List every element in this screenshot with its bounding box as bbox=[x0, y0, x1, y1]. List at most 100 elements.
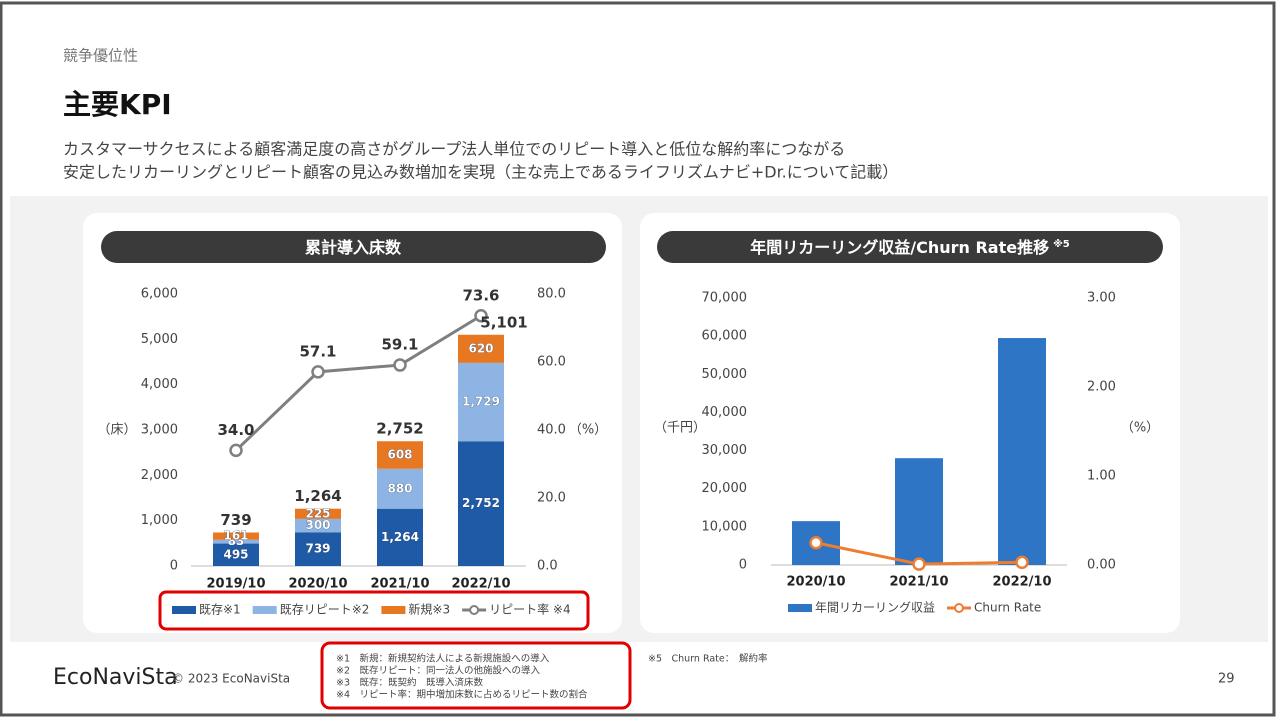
y2-tick-label: 80.0 bbox=[537, 287, 566, 302]
highlight-box bbox=[320, 641, 632, 710]
y-tick-label: 4,000 bbox=[141, 377, 178, 392]
bar-segment bbox=[213, 532, 259, 540]
line-marker bbox=[809, 536, 823, 550]
bar-segment bbox=[377, 508, 423, 566]
line-marker bbox=[311, 365, 325, 379]
copyright: © 2023 EcoNaviSta bbox=[172, 672, 290, 686]
footnote: ※2 既存リピート：同一法人の他施設への導入 bbox=[336, 665, 541, 677]
subtitle: カスタマーサクセスによる顧客満足度の高さがグループ法人単位でのリピート導入と低位… bbox=[63, 140, 845, 159]
line-label: 34.0 bbox=[217, 421, 254, 439]
chart-title: 年間リカーリング収益/Churn Rate推移 ※5 bbox=[750, 238, 1070, 257]
footnote: ※3 既存：既契約 既導入済床数 bbox=[336, 677, 484, 689]
line-marker bbox=[1015, 555, 1029, 570]
page-number: 29 bbox=[1218, 672, 1235, 687]
y2-tick-label: 20.0 bbox=[537, 491, 566, 506]
bar-label: 880 bbox=[387, 481, 412, 495]
section-label: 競争優位性 bbox=[63, 47, 138, 65]
legend-swatch bbox=[172, 606, 196, 614]
highlight-box bbox=[158, 590, 590, 631]
bar-label: 2,752 bbox=[462, 496, 500, 510]
line-marker bbox=[229, 443, 243, 458]
title-pill bbox=[101, 231, 606, 263]
bar-segment bbox=[998, 338, 1046, 565]
bar-label: 225 bbox=[305, 506, 330, 520]
x-tick-label: 2022/10 bbox=[992, 575, 1051, 590]
title-pill bbox=[657, 231, 1163, 263]
y2-axis-label: （%） bbox=[569, 423, 607, 438]
bar-label: 620 bbox=[468, 341, 493, 355]
y2-tick-label: 0.00 bbox=[1087, 558, 1116, 573]
y2-tick-label: 2.00 bbox=[1087, 380, 1116, 395]
y-axis-label: （床） bbox=[97, 423, 136, 438]
bar-segment bbox=[295, 518, 341, 533]
y-tick-label: 70,000 bbox=[702, 291, 748, 306]
legend-swatch bbox=[381, 606, 406, 614]
y-tick-label: 3,000 bbox=[141, 423, 178, 438]
line-label: 59.1 bbox=[381, 336, 418, 354]
bar-segment bbox=[213, 539, 259, 544]
y-tick-label: 30,000 bbox=[702, 443, 748, 458]
y-axis-label: （千円） bbox=[654, 421, 706, 436]
line-marker bbox=[474, 309, 488, 323]
subtitle: 安定したリカーリングとリピート顧客の見込み数増加を実現（主な売上であるライフリズ… bbox=[63, 163, 898, 182]
y-tick-label: 20,000 bbox=[702, 481, 748, 496]
bar-label: 1,264 bbox=[381, 530, 419, 544]
y-tick-label: 10,000 bbox=[702, 519, 748, 534]
x-tick-label: 2021/10 bbox=[889, 575, 948, 590]
footnote: ※1 新規：新規契約法人による新規施設への導入 bbox=[336, 653, 550, 665]
bar-segment bbox=[213, 543, 259, 566]
y-tick-label: 50,000 bbox=[702, 367, 748, 382]
bar-segment bbox=[895, 458, 943, 565]
line-marker bbox=[912, 557, 926, 571]
bar-segment bbox=[458, 362, 504, 442]
bar-segment bbox=[377, 468, 423, 509]
line-label: 57.1 bbox=[299, 342, 336, 360]
x-tick-label: 2020/10 bbox=[786, 575, 845, 590]
x-tick-label: 2022/10 bbox=[451, 577, 510, 592]
legend-swatch bbox=[788, 604, 812, 612]
page-title: 主要KPI bbox=[63, 88, 172, 121]
chart-title: 累計導入床数 bbox=[305, 238, 402, 257]
bar-label: 1,729 bbox=[462, 395, 500, 409]
bar-segment bbox=[458, 441, 504, 566]
legend-swatch bbox=[252, 606, 277, 614]
x-tick-label: 2020/10 bbox=[288, 577, 347, 592]
x-tick-label: 2019/10 bbox=[206, 577, 265, 592]
y2-tick-label: 1.00 bbox=[1087, 469, 1116, 484]
bar-label: 608 bbox=[387, 448, 412, 462]
logo: EcoNaviSta bbox=[53, 665, 178, 690]
y2-tick-label: 3.00 bbox=[1087, 291, 1116, 306]
footnote: ※4 リピート率：期中増加床数に占めるリピート数の割合 bbox=[336, 689, 588, 701]
footnote: ※5 Churn Rate： 解約率 bbox=[648, 653, 768, 665]
bar-segment bbox=[295, 508, 341, 519]
y-tick-label: 2,000 bbox=[141, 468, 178, 483]
total-label: 5,101 bbox=[480, 313, 527, 331]
title-note: ※5 bbox=[1053, 238, 1070, 250]
bar-label: 739 bbox=[305, 542, 330, 556]
bar-label: 300 bbox=[305, 518, 330, 532]
total-label: 2,752 bbox=[376, 420, 423, 438]
y-tick-label: 1,000 bbox=[141, 513, 178, 528]
charts: 累計導入床数 0 1,000 2,000 3,000 4,000 5,000 6,000 0.0… bbox=[97, 238, 1159, 617]
chart-title-text: 年間リカーリング収益/Churn Rate推移 bbox=[750, 238, 1049, 257]
legend-label: 年間リカーリング収益 bbox=[815, 601, 935, 615]
y-tick-label: 6,000 bbox=[141, 287, 178, 302]
bar-segment bbox=[458, 334, 504, 363]
bar-label: 495 bbox=[223, 547, 248, 561]
total-label: 739 bbox=[220, 511, 251, 529]
legend-label: Churn Rate bbox=[974, 601, 1041, 615]
y-tick-label: 60,000 bbox=[702, 329, 748, 344]
bar-label: 161 bbox=[223, 529, 248, 543]
legend-swatch bbox=[954, 603, 965, 613]
y2-tick-label: 40.0 bbox=[537, 423, 566, 438]
line-marker bbox=[393, 358, 407, 372]
x-tick-label: 2021/10 bbox=[370, 577, 429, 592]
line-label: 73.6 bbox=[462, 286, 499, 304]
y2-tick-label: 60.0 bbox=[537, 355, 566, 370]
total-label: 1,264 bbox=[294, 487, 341, 505]
legend-swatch bbox=[469, 605, 480, 615]
legend-label: 既存リピート※2 bbox=[280, 603, 370, 617]
y-tick-label: 0 bbox=[739, 558, 747, 573]
